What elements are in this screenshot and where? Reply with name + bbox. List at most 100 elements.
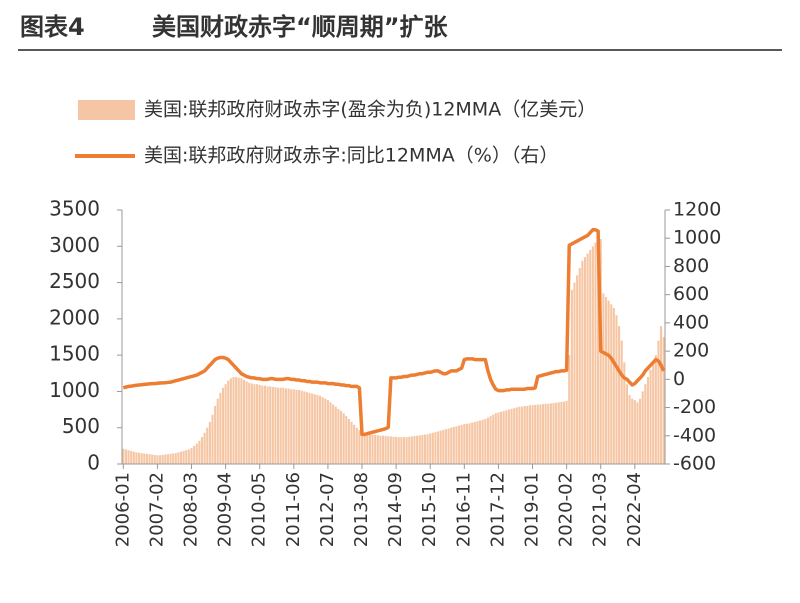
bar (347, 419, 350, 464)
bar (625, 384, 629, 464)
legend-label: 美国:联邦政府财政赤字(盈余为负)12MMA（亿美元） (144, 99, 596, 121)
bar (337, 408, 340, 464)
bar (623, 362, 626, 464)
y-tick-label: 3500 (49, 197, 100, 221)
bar (187, 449, 190, 464)
bar (628, 395, 631, 464)
bar (177, 452, 180, 464)
bar (248, 382, 251, 464)
bar (166, 454, 169, 464)
bar (526, 405, 529, 464)
x-tick-label: 2017-12 (487, 472, 508, 547)
bar (206, 427, 209, 464)
bar (644, 384, 647, 464)
bar (586, 253, 589, 464)
bar (216, 398, 219, 464)
bar (573, 282, 576, 464)
bar (552, 403, 555, 464)
bar (473, 421, 476, 464)
bar (654, 355, 657, 464)
bar (660, 326, 663, 464)
bar (219, 392, 222, 464)
bar (583, 257, 587, 464)
bar (200, 437, 204, 464)
bar (513, 408, 516, 464)
bar (531, 405, 534, 464)
x-tick-label: 2013-08 (351, 472, 372, 547)
bar (494, 413, 497, 464)
bar (442, 429, 445, 464)
bar (400, 437, 403, 464)
bar (497, 412, 500, 464)
bar (481, 419, 484, 464)
bar (240, 378, 243, 464)
bar (379, 435, 382, 464)
bar (156, 455, 159, 464)
bar (122, 448, 125, 464)
bar (258, 384, 261, 464)
bar (518, 406, 521, 464)
bar (326, 400, 329, 464)
bar (578, 268, 581, 464)
bar (381, 435, 385, 464)
bar (130, 450, 133, 464)
x-tick-label: 2007-02 (146, 472, 167, 547)
bar (313, 394, 316, 464)
bar (450, 427, 453, 464)
bar (305, 392, 308, 464)
bar (476, 421, 479, 464)
bar (416, 435, 419, 464)
bar (245, 381, 248, 464)
bar (227, 380, 230, 464)
bar (316, 395, 319, 464)
bar (652, 362, 655, 464)
bar (515, 407, 518, 464)
bar (555, 402, 558, 464)
bar (510, 408, 513, 464)
bar (358, 429, 361, 464)
bar (195, 443, 198, 464)
bar (179, 451, 183, 464)
bar (290, 389, 293, 464)
bar (350, 421, 353, 464)
bar (211, 414, 214, 464)
bar (292, 389, 295, 464)
bar (455, 426, 458, 464)
bar (164, 454, 167, 464)
bar (263, 385, 267, 464)
bar (203, 432, 206, 464)
bar (439, 430, 442, 464)
bar (505, 410, 508, 464)
bar (311, 393, 314, 464)
x-tick-label: 2019-01 (522, 472, 543, 547)
bar (298, 389, 301, 464)
bar (342, 413, 345, 464)
bar (547, 403, 550, 464)
y2-tick-label: 600 (673, 283, 709, 305)
bar (198, 440, 201, 464)
bar (174, 453, 177, 464)
y2-tick-label: 400 (673, 311, 709, 333)
bar (169, 453, 172, 464)
x-tick-label: 2016-11 (453, 472, 474, 547)
bar (208, 421, 211, 464)
bar (568, 355, 571, 464)
x-tick-label: 2012-07 (317, 472, 338, 547)
bar (153, 454, 156, 464)
bar (345, 416, 348, 464)
bar (408, 436, 411, 464)
bar (604, 297, 608, 464)
bar (662, 337, 665, 464)
bar (602, 293, 605, 464)
bar (300, 390, 303, 464)
bar (253, 384, 256, 464)
bar (287, 388, 290, 464)
bar (557, 402, 560, 464)
bar (479, 420, 482, 464)
bar (395, 436, 398, 464)
bar (308, 392, 311, 464)
bar (618, 326, 621, 464)
bar (423, 434, 427, 464)
bar (437, 431, 440, 464)
bar (242, 379, 246, 464)
